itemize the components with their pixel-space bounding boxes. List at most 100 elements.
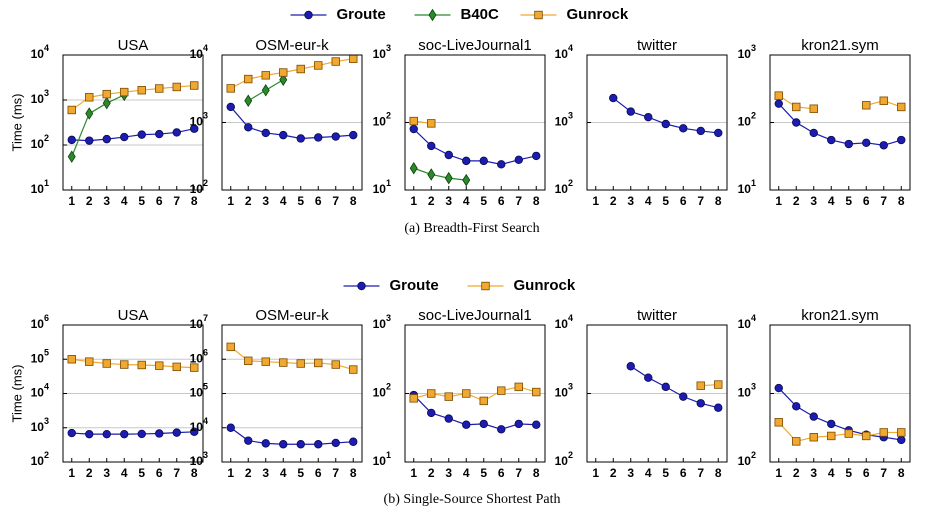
y-tick-label: 104 bbox=[738, 313, 756, 331]
marker bbox=[244, 74, 253, 84]
marker bbox=[462, 173, 471, 187]
y-tick-label: 103 bbox=[31, 88, 49, 106]
y-tick-label: 103 bbox=[555, 382, 573, 400]
x-tick-label: 5 bbox=[480, 194, 487, 208]
x-tick-label: 7 bbox=[515, 194, 522, 208]
x-tick-label: 8 bbox=[350, 466, 357, 480]
marker bbox=[479, 419, 488, 429]
x-tick-label: 5 bbox=[845, 466, 852, 480]
marker bbox=[279, 68, 288, 77]
marker bbox=[714, 380, 723, 389]
x-tick-label: 5 bbox=[662, 466, 669, 480]
plot-frame bbox=[769, 324, 911, 463]
marker bbox=[137, 130, 146, 139]
marker bbox=[67, 150, 76, 163]
y-tick-label: 102 bbox=[31, 450, 49, 468]
marker bbox=[102, 96, 111, 110]
marker bbox=[137, 429, 146, 439]
marker bbox=[679, 392, 688, 401]
marker bbox=[155, 84, 164, 93]
x-tick-label: 1 bbox=[227, 466, 234, 480]
marker bbox=[792, 437, 801, 446]
y-tick-label: 106 bbox=[31, 313, 49, 331]
marker bbox=[827, 431, 836, 441]
x-tick-label: 4 bbox=[463, 466, 470, 480]
x-tick-label: 7 bbox=[332, 466, 339, 480]
marker bbox=[897, 428, 906, 437]
marker bbox=[409, 394, 418, 403]
marker bbox=[897, 435, 906, 445]
caption: (a) Breadth-First Search bbox=[404, 221, 539, 236]
x-tick-label: 2 bbox=[428, 466, 435, 480]
marker bbox=[190, 363, 199, 372]
marker bbox=[85, 107, 94, 120]
marker bbox=[827, 135, 836, 145]
plot-frame bbox=[62, 54, 204, 191]
marker bbox=[427, 119, 436, 128]
marker bbox=[532, 420, 541, 429]
marker bbox=[261, 71, 270, 80]
marker bbox=[862, 431, 871, 441]
marker bbox=[809, 412, 818, 421]
y-tick-label: 103 bbox=[373, 43, 391, 61]
marker bbox=[844, 139, 853, 149]
x-tick-label: 6 bbox=[315, 194, 322, 208]
y-tick-label: 102 bbox=[738, 450, 756, 468]
marker bbox=[862, 138, 871, 148]
marker bbox=[67, 105, 76, 115]
y-tick-label: 101 bbox=[373, 178, 391, 196]
marker bbox=[120, 360, 129, 369]
x-tick-label: 3 bbox=[810, 466, 817, 480]
marker bbox=[172, 362, 181, 372]
marker bbox=[532, 151, 541, 161]
y-tick-label: 105 bbox=[190, 382, 208, 400]
marker bbox=[879, 141, 888, 150]
marker bbox=[85, 357, 94, 366]
marker bbox=[626, 362, 635, 371]
marker bbox=[244, 356, 253, 366]
x-tick-label: 1 bbox=[775, 466, 782, 480]
marker bbox=[427, 408, 436, 418]
marker bbox=[444, 414, 453, 423]
marker bbox=[774, 91, 783, 100]
x-tick-label: 1 bbox=[592, 466, 599, 480]
x-tick-label: 7 bbox=[332, 194, 339, 208]
x-tick-label: 8 bbox=[191, 466, 198, 480]
x-tick-label: 2 bbox=[245, 466, 252, 480]
x-tick-label: 6 bbox=[680, 466, 687, 480]
marker bbox=[792, 102, 801, 112]
marker bbox=[279, 130, 288, 140]
legend-marker bbox=[357, 281, 366, 291]
y-axis-label: Time (ms) bbox=[9, 364, 24, 422]
marker bbox=[444, 171, 453, 185]
marker bbox=[644, 373, 653, 382]
x-tick-label: 7 bbox=[173, 194, 180, 208]
x-tick-label: 5 bbox=[138, 466, 145, 480]
x-tick-label: 1 bbox=[410, 466, 417, 480]
x-tick-label: 2 bbox=[86, 194, 93, 208]
x-tick-label: 3 bbox=[103, 466, 110, 480]
y-tick-label: 104 bbox=[31, 43, 49, 61]
x-tick-label: 1 bbox=[227, 194, 234, 208]
y-tick-label: 104 bbox=[190, 43, 208, 61]
marker bbox=[172, 82, 181, 92]
plot-frame bbox=[586, 54, 728, 191]
caption: (b) Single-Source Shortest Path bbox=[384, 492, 561, 507]
marker bbox=[862, 101, 871, 110]
marker bbox=[102, 429, 111, 439]
marker bbox=[314, 61, 323, 70]
y-tick-label: 101 bbox=[31, 178, 49, 196]
x-tick-label: 6 bbox=[498, 194, 505, 208]
plot-frame bbox=[769, 54, 911, 191]
marker bbox=[497, 386, 506, 395]
marker bbox=[427, 389, 436, 398]
x-tick-label: 2 bbox=[245, 194, 252, 208]
panel-title: USA bbox=[118, 37, 149, 54]
marker bbox=[102, 89, 111, 99]
marker bbox=[479, 396, 488, 406]
marker bbox=[696, 126, 705, 136]
marker bbox=[427, 141, 436, 151]
marker bbox=[349, 437, 358, 446]
x-tick-label: 1 bbox=[410, 194, 417, 208]
marker bbox=[331, 132, 340, 141]
